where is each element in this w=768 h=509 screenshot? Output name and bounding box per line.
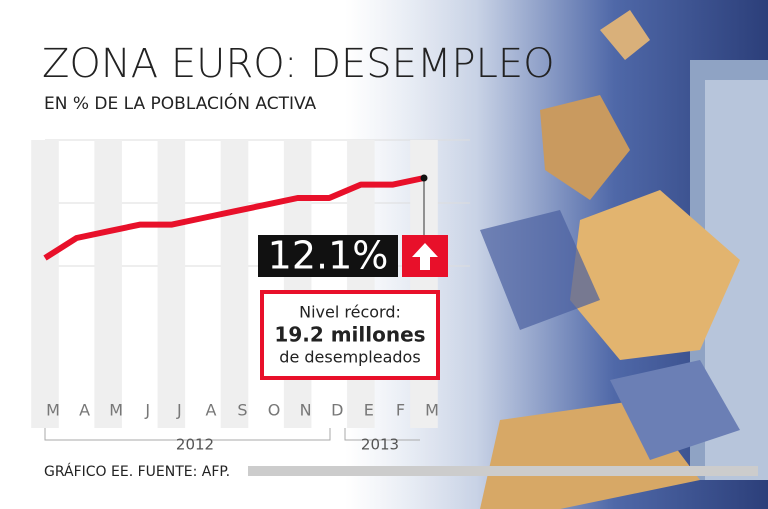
chart-subtitle: EN % DE LA POBLACIÓN ACTIVA	[44, 92, 317, 114]
chart-title: ZONA EURO: DESEMPLEO	[42, 41, 555, 87]
column-stripe	[94, 140, 122, 428]
source: GRÁFICO EE. FUENTE: AFP.	[44, 463, 230, 480]
x-tick-label: M	[109, 401, 123, 420]
x-tick-label: S	[237, 401, 247, 420]
x-tick-label: F	[396, 401, 405, 420]
up-arrow	[412, 243, 438, 270]
data-line	[43, 175, 425, 261]
annotation: de desempleados	[279, 348, 420, 367]
x-tick-label: M	[46, 401, 60, 420]
year-label: 2012	[176, 436, 214, 454]
annotation: 19.2 millones	[274, 323, 425, 347]
x-tick-label: J	[144, 401, 150, 420]
column-stripe	[283, 140, 312, 428]
x-tick-label: O	[268, 401, 281, 420]
column-stripe	[220, 140, 249, 428]
end-point	[420, 174, 428, 182]
year-label: 2013	[361, 436, 399, 454]
source-bar	[248, 466, 758, 476]
year-brackets	[44, 428, 420, 441]
x-tick-label: E	[364, 401, 374, 420]
annotation: Nivel récord:	[299, 303, 401, 322]
x-tick-label: M	[425, 401, 439, 420]
annotation-box	[260, 290, 440, 380]
x-tick-label: J	[176, 401, 182, 420]
background-image	[480, 10, 768, 509]
column-stripe	[31, 140, 59, 428]
x-tick-label: A	[79, 401, 90, 420]
value-label-box	[258, 235, 398, 277]
x-tick-label: A	[205, 401, 216, 420]
x-tick-label: D	[331, 401, 343, 420]
value-label: 12.1%	[268, 234, 389, 278]
column-stripe	[157, 140, 186, 428]
x-tick-label: N	[300, 401, 312, 420]
